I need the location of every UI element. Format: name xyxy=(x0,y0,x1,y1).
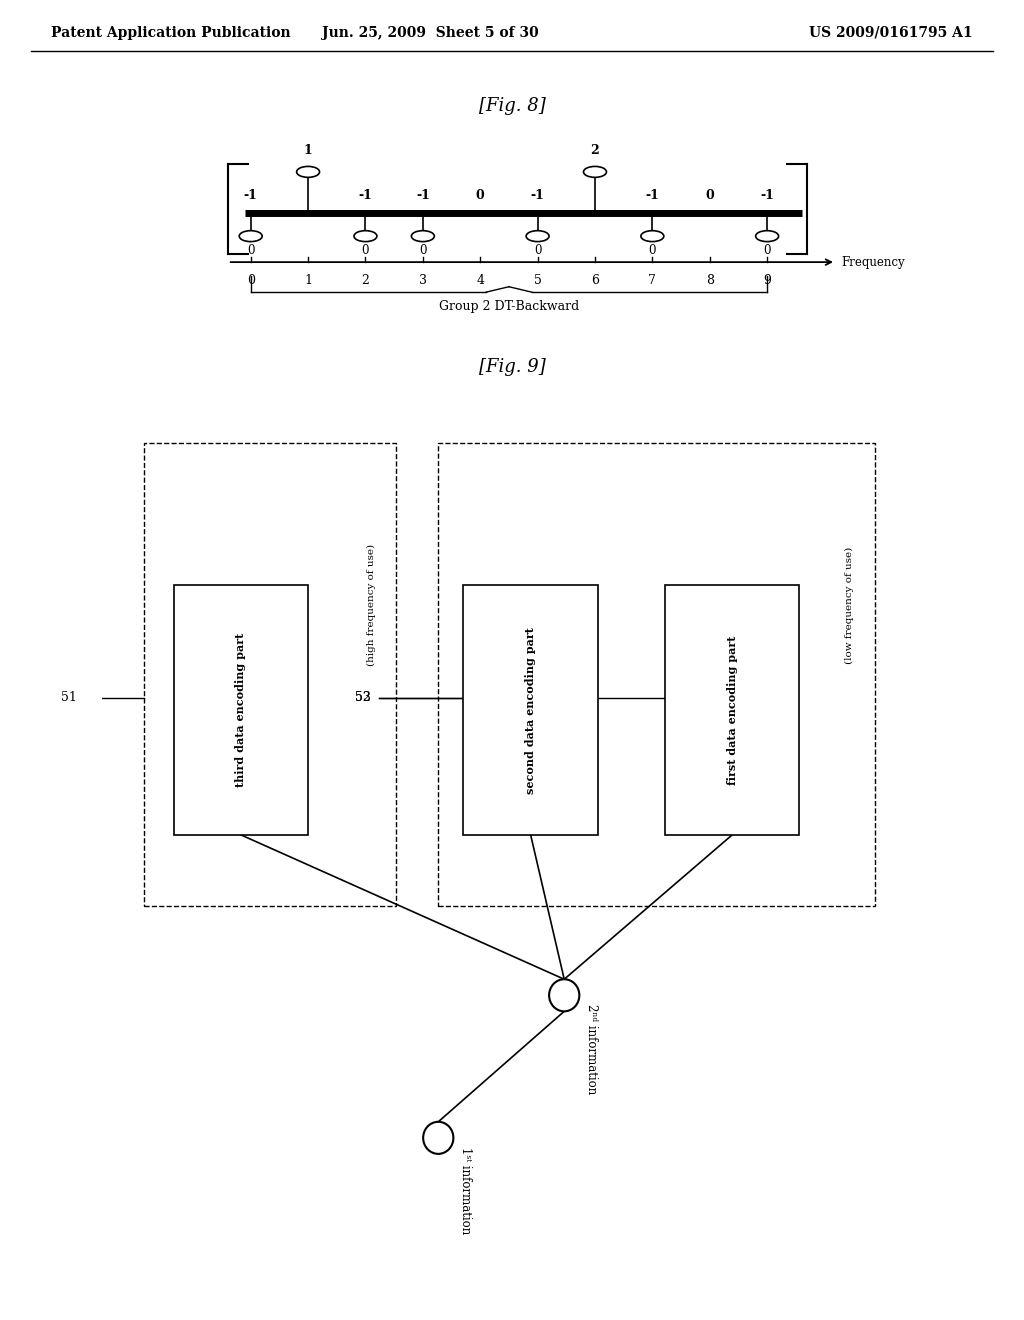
Text: 4: 4 xyxy=(476,275,484,288)
Circle shape xyxy=(297,166,319,177)
Circle shape xyxy=(240,231,262,242)
Text: -1: -1 xyxy=(358,189,373,202)
Text: Group 2 DT-Backward: Group 2 DT-Backward xyxy=(439,301,579,313)
Text: [Fig. 8]: [Fig. 8] xyxy=(478,96,546,115)
Text: -1: -1 xyxy=(416,189,430,202)
Text: (high frequency of use): (high frequency of use) xyxy=(367,544,376,667)
Text: first data encoding part: first data encoding part xyxy=(727,635,737,785)
Text: 2ⁿᵈ information: 2ⁿᵈ information xyxy=(586,1005,598,1094)
Circle shape xyxy=(584,166,606,177)
Text: 2: 2 xyxy=(591,144,599,157)
Text: -1: -1 xyxy=(244,189,258,202)
Text: 5: 5 xyxy=(534,275,542,288)
Text: Jun. 25, 2009  Sheet 5 of 30: Jun. 25, 2009 Sheet 5 of 30 xyxy=(322,26,539,40)
Text: 1: 1 xyxy=(304,275,312,288)
Text: 53: 53 xyxy=(355,692,371,704)
Text: 2: 2 xyxy=(361,275,370,288)
Bar xyxy=(665,585,800,834)
Bar xyxy=(464,585,598,834)
Circle shape xyxy=(526,231,549,242)
Text: 0: 0 xyxy=(534,244,542,257)
Text: 0: 0 xyxy=(476,189,484,202)
Text: 6: 6 xyxy=(591,275,599,288)
Text: third data encoding part: third data encoding part xyxy=(236,634,247,787)
Text: 0: 0 xyxy=(361,244,370,257)
Circle shape xyxy=(756,231,778,242)
Text: Patent Application Publication: Patent Application Publication xyxy=(51,26,291,40)
Text: 9: 9 xyxy=(763,275,771,288)
Text: 8: 8 xyxy=(706,275,714,288)
Circle shape xyxy=(412,231,434,242)
Bar xyxy=(174,585,308,834)
Circle shape xyxy=(549,979,580,1011)
Text: 3: 3 xyxy=(419,275,427,288)
Circle shape xyxy=(641,231,664,242)
Text: 1: 1 xyxy=(304,144,312,157)
Circle shape xyxy=(354,231,377,242)
Text: 0: 0 xyxy=(763,244,771,257)
Text: 51: 51 xyxy=(61,692,77,704)
Text: 52: 52 xyxy=(355,692,371,704)
Text: [Fig. 9]: [Fig. 9] xyxy=(478,358,546,376)
Bar xyxy=(438,442,874,906)
Text: 0: 0 xyxy=(648,244,656,257)
Text: -1: -1 xyxy=(760,189,774,202)
Text: 0: 0 xyxy=(247,275,255,288)
Text: 1ˢᵗ information: 1ˢᵗ information xyxy=(459,1147,472,1234)
Text: US 2009/0161795 A1: US 2009/0161795 A1 xyxy=(809,26,973,40)
Text: 7: 7 xyxy=(648,275,656,288)
Text: -1: -1 xyxy=(645,189,659,202)
Circle shape xyxy=(423,1122,454,1154)
Text: 0: 0 xyxy=(419,244,427,257)
Text: Frequency: Frequency xyxy=(842,256,905,268)
Text: (low frequency of use): (low frequency of use) xyxy=(845,546,854,664)
Text: second data encoding part: second data encoding part xyxy=(525,627,537,793)
Bar xyxy=(144,442,396,906)
Text: -1: -1 xyxy=(530,189,545,202)
Text: 0: 0 xyxy=(247,244,254,257)
Text: 0: 0 xyxy=(706,189,714,202)
